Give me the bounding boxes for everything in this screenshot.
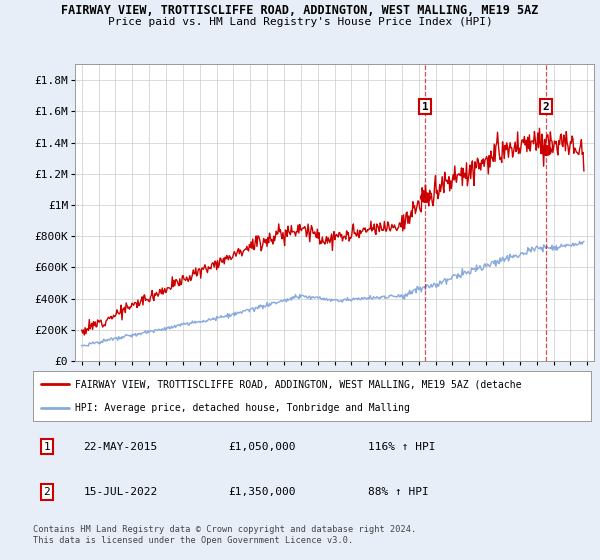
Text: FAIRWAY VIEW, TROTTISCLIFFE ROAD, ADDINGTON, WEST MALLING, ME19 5AZ (detache: FAIRWAY VIEW, TROTTISCLIFFE ROAD, ADDING…: [75, 379, 521, 389]
Text: 116% ↑ HPI: 116% ↑ HPI: [368, 441, 436, 451]
Text: 2: 2: [44, 487, 50, 497]
Text: Contains HM Land Registry data © Crown copyright and database right 2024.
This d: Contains HM Land Registry data © Crown c…: [33, 525, 416, 545]
Text: Price paid vs. HM Land Registry's House Price Index (HPI): Price paid vs. HM Land Registry's House …: [107, 17, 493, 27]
Text: 1: 1: [422, 101, 429, 111]
Text: HPI: Average price, detached house, Tonbridge and Malling: HPI: Average price, detached house, Tonb…: [75, 403, 410, 413]
Text: 88% ↑ HPI: 88% ↑ HPI: [368, 487, 428, 497]
Text: £1,350,000: £1,350,000: [229, 487, 296, 497]
Text: £1,050,000: £1,050,000: [229, 441, 296, 451]
Text: 2: 2: [542, 101, 549, 111]
Text: 22-MAY-2015: 22-MAY-2015: [83, 441, 157, 451]
Text: 1: 1: [44, 441, 50, 451]
Text: 15-JUL-2022: 15-JUL-2022: [83, 487, 157, 497]
Text: FAIRWAY VIEW, TROTTISCLIFFE ROAD, ADDINGTON, WEST MALLING, ME19 5AZ: FAIRWAY VIEW, TROTTISCLIFFE ROAD, ADDING…: [61, 4, 539, 17]
